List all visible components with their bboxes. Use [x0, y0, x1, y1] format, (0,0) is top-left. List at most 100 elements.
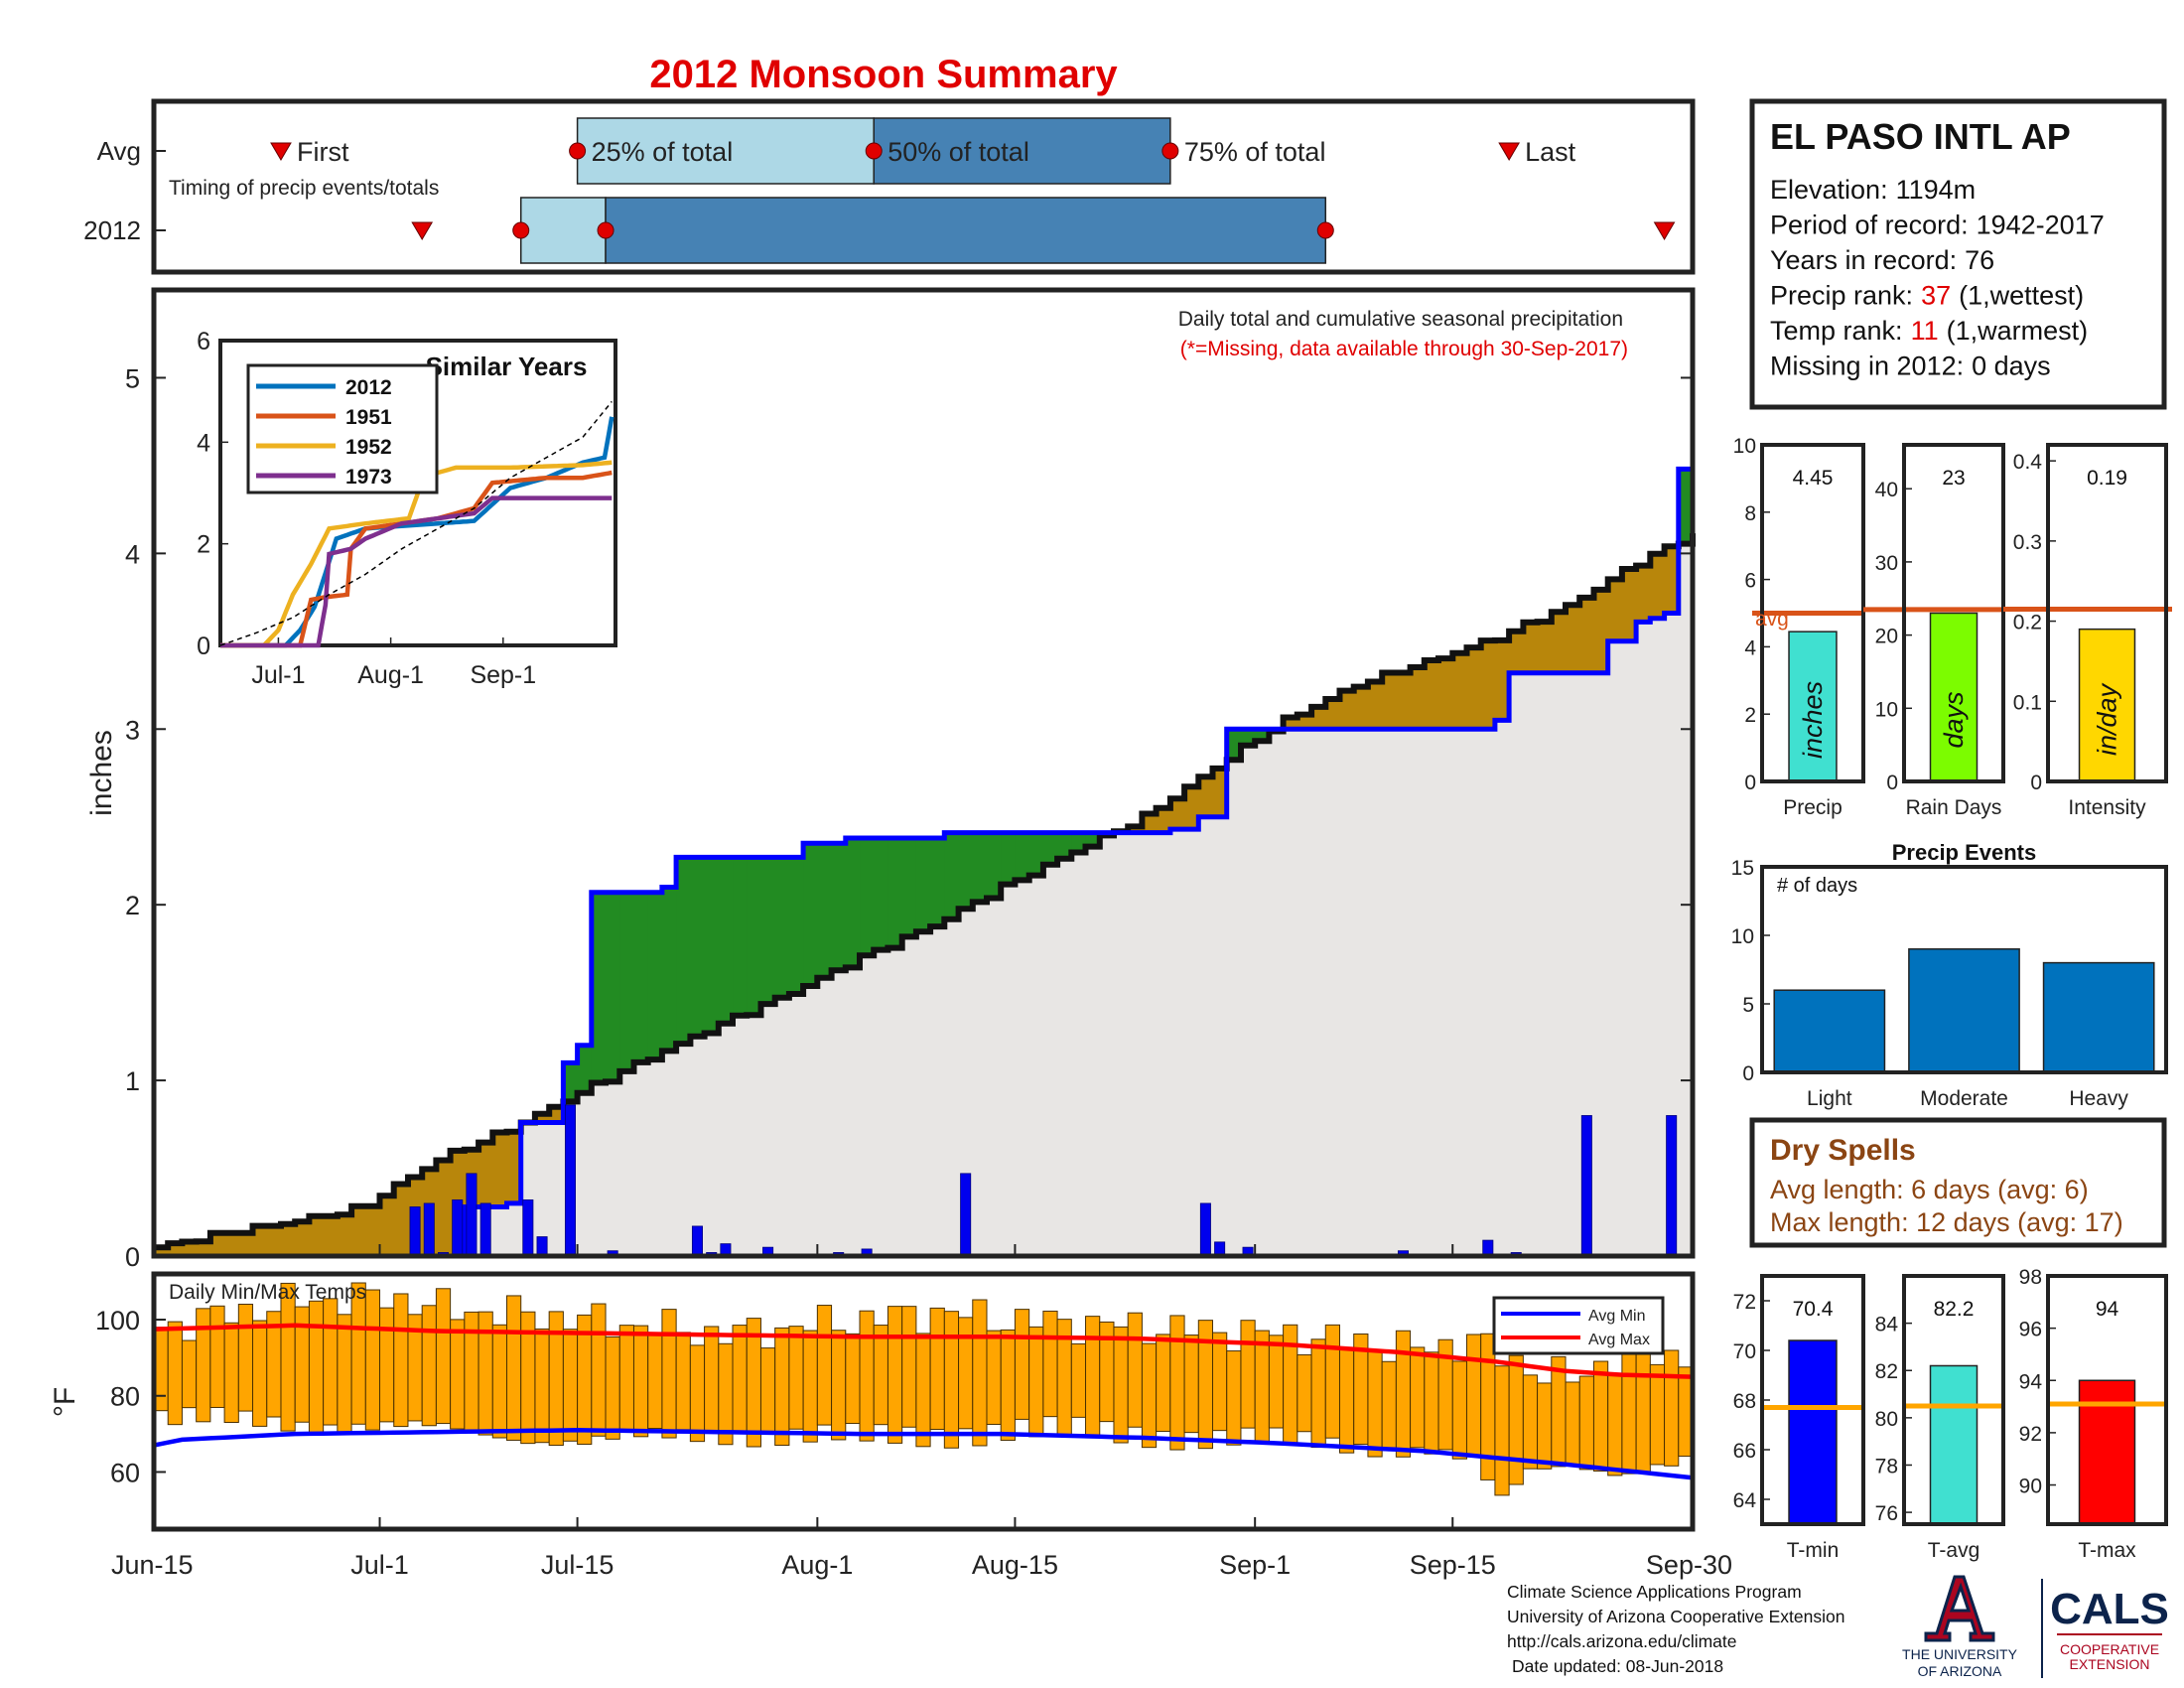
above-avg-segment [718, 857, 734, 1024]
daily-temp-bar [1183, 1335, 1199, 1434]
y-tick-label: 2 [1744, 704, 1756, 727]
stat-bar [1788, 631, 1838, 782]
daily-temp-bar [1664, 1349, 1680, 1467]
y-tick-label: 4 [1744, 636, 1756, 659]
legend-entry: 1973 [345, 466, 392, 489]
above-avg-segment [1057, 832, 1072, 859]
daily-temp-bar [237, 1304, 254, 1412]
y-tick-label: 98 [2019, 1266, 2042, 1289]
legend-entry: 2012 [345, 376, 392, 399]
footer-line2: University of Arizona Cooperative Extens… [1507, 1607, 1844, 1626]
stat-frame [1902, 1274, 2005, 1526]
dry-avg-length: Avg length: 6 days (avg: 6) [1770, 1175, 2089, 1204]
y-tick-label: 10 [1733, 435, 1756, 458]
daily-temp-bar [831, 1330, 847, 1441]
station-field-label: Missing in 2012: [1770, 352, 1964, 381]
timing-panel: Avg 2012 Timing of precip events/totals Fir… [83, 98, 1696, 275]
daily-temp-bar [1537, 1382, 1553, 1470]
daily-temp-bar [1635, 1338, 1651, 1475]
above-avg-segment [619, 892, 635, 1071]
y-tick-label: 92 [2019, 1423, 2042, 1446]
percentile-marker [569, 142, 587, 160]
station-frame [1749, 98, 2167, 410]
daily-temp-bar [661, 1309, 677, 1439]
daily-temp-bar [605, 1336, 620, 1440]
y-tick-label: 8 [1744, 502, 1756, 525]
daily-temp-bar [675, 1332, 691, 1431]
daily-temp-bar [1338, 1346, 1355, 1454]
daily-temp-bar [435, 1288, 452, 1425]
stat-x-label: Precip [1783, 796, 1843, 819]
daily-precip-bar [1199, 1202, 1211, 1257]
daily-temp-bar [167, 1321, 183, 1426]
station-name: EL PASO INTL AP [1770, 116, 2071, 157]
legend-entry: Avg Max [1588, 1332, 1650, 1348]
stat-frame [2046, 443, 2168, 783]
daily-temp-bar [450, 1319, 466, 1430]
daily-precip-bar [479, 1202, 491, 1257]
label-p25: 25% of total [592, 137, 734, 167]
y-tick-label: 82 [1875, 1360, 1898, 1383]
avg-cumulative-line [154, 533, 1696, 1251]
legend-entry: 1951 [345, 406, 392, 429]
legend-entry: Avg Min [1588, 1308, 1646, 1325]
y-tick-label: 3 [125, 715, 140, 745]
y-tick-label: 0.1 [2013, 691, 2042, 714]
y-tick-label: 5 [125, 363, 140, 393]
station-row: Precip rank: 37 (1,wettest) [1770, 281, 2084, 311]
daily-precip-bar [691, 1225, 703, 1257]
daily-temp-bar [845, 1333, 861, 1425]
above-avg-segment [986, 832, 1002, 899]
daily-temp-bar [1324, 1324, 1340, 1439]
series-line-avg [219, 400, 613, 646]
percentile-marker [865, 142, 883, 160]
above-avg-segment [1001, 832, 1017, 885]
above-avg-segment [1028, 832, 1044, 876]
daily-precip-bar [466, 1173, 478, 1257]
daily-temp-bar [1085, 1316, 1101, 1439]
stat-frame [1760, 443, 1865, 783]
y-tick-label: 6 [197, 328, 210, 355]
daily-temp-bar [1424, 1351, 1439, 1455]
y-tick-label: 4 [197, 429, 210, 457]
y-tick-label: 0 [2030, 772, 2042, 794]
precip-stat-charts: 0 2 4 6 8 10 4.45 inches Precip avg 0 10 20 30 40 23 day… [1733, 435, 2172, 819]
daily-precip-bar [409, 1206, 421, 1257]
plot-frame [151, 287, 1696, 1259]
avg-min-line [153, 1428, 1694, 1480]
x-tick-label: Jul-15 [541, 1550, 614, 1580]
y-tick-label: 72 [1733, 1291, 1756, 1314]
above-avg-segment [1042, 832, 1058, 865]
temp-annotation: Daily Min/Max Temps [169, 1281, 366, 1304]
rain-days-stat: 0 10 20 30 40 23 days Rain Days [1863, 443, 2005, 819]
daily-temp-bar [1028, 1326, 1044, 1438]
intensity-stat: 0 0.1 0.2 0.3 0.4 0.19 in/day Intensity [2003, 443, 2172, 819]
y-tick-label: 64 [1733, 1489, 1757, 1512]
dry-spells-box: Dry Spells Avg length: 6 days (avg: 6) Max… [1749, 1117, 2167, 1248]
daily-temp-bar [379, 1307, 395, 1423]
daily-temp-bar [816, 1305, 833, 1426]
cals-line1: COOPERATIVE [2060, 1641, 2159, 1657]
y-tick-label: 5 [1742, 994, 1754, 1017]
daily-temp-bar [774, 1327, 790, 1447]
daily-temp-bar [759, 1347, 776, 1434]
series-line-1952 [220, 460, 613, 648]
station-field-value: 0 days [1972, 352, 2051, 381]
daily-temp-bar [506, 1295, 522, 1441]
daily-temp-bar [1551, 1355, 1567, 1468]
daily-temp-bar [632, 1325, 649, 1438]
daily-temp-bar [337, 1314, 352, 1435]
similar-years-inset: 0 2 4 6 Jul-1 Aug-1 Sep-1 Similar Years 2012 1951… [197, 328, 617, 689]
timing-caption: Timing of precip events/totals [169, 177, 439, 200]
stat-bar [1788, 1339, 1838, 1525]
percentile-marker [512, 221, 530, 239]
daily-temp-bar [1226, 1350, 1242, 1446]
daily-temp-bar [1297, 1353, 1312, 1433]
above-avg-segment [845, 837, 861, 968]
x-tick-label: Sep-1 [1219, 1550, 1291, 1580]
daily-temp-bar [1381, 1360, 1397, 1449]
label-p50: 50% of total [887, 137, 1029, 167]
daily-temp-bar [1212, 1332, 1228, 1432]
y-tick-label: 15 [1731, 857, 1754, 880]
